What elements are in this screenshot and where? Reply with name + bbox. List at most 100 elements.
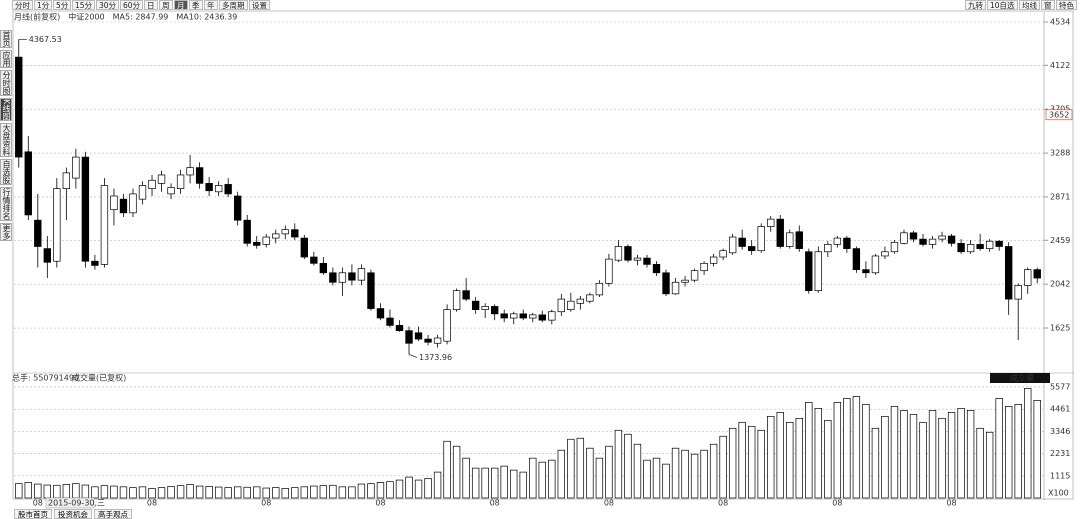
toolbar-tab[interactable]: 季 bbox=[189, 0, 203, 10]
candle-body bbox=[214, 185, 223, 193]
volume-bar bbox=[966, 410, 975, 499]
candle-body bbox=[662, 272, 670, 295]
toolbar-tab[interactable]: 60分 bbox=[120, 0, 144, 10]
candle-body bbox=[224, 184, 232, 195]
candle-body bbox=[985, 240, 994, 249]
sidebar-tab[interactable]: 首页 bbox=[0, 30, 12, 48]
y-tick-label: 2871 bbox=[1050, 192, 1070, 201]
bottom-tab[interactable]: 高手观点 bbox=[94, 509, 132, 519]
volume-bar bbox=[424, 478, 432, 499]
volume-bar bbox=[205, 486, 213, 499]
volume-menu-box[interactable] bbox=[990, 373, 1050, 383]
candle-body bbox=[510, 313, 518, 319]
volume-bar bbox=[214, 486, 223, 499]
candle-body bbox=[586, 294, 594, 302]
toolbar-tab[interactable]: 1分 bbox=[34, 0, 53, 10]
plot-frame bbox=[12, 10, 1074, 500]
toolbar-tab[interactable]: 分时 bbox=[12, 0, 33, 10]
candle-body bbox=[757, 226, 765, 252]
candle-body bbox=[462, 290, 470, 300]
volume-bar bbox=[110, 485, 118, 499]
toolbar-tab[interactable]: 月 bbox=[174, 0, 188, 10]
volume-bar bbox=[662, 463, 670, 499]
x-tick-label: 08 bbox=[33, 499, 43, 508]
sidebar-tab[interactable]: K线图 bbox=[0, 98, 12, 122]
candle-body bbox=[900, 232, 908, 244]
volume-bar bbox=[538, 461, 546, 499]
volume-bar bbox=[995, 398, 1003, 499]
volume-bar bbox=[843, 398, 851, 499]
volume-bar bbox=[43, 484, 51, 499]
candle-body bbox=[329, 272, 337, 283]
sidebar-tab[interactable]: 应用 bbox=[0, 50, 12, 68]
x-tick-label: 08 bbox=[147, 499, 157, 508]
sidebar-tab[interactable]: 行情排名 bbox=[0, 187, 12, 221]
volume-bar bbox=[890, 406, 899, 499]
volume-bar bbox=[1005, 406, 1013, 499]
sidebar-tab[interactable]: 大盘资料 bbox=[0, 123, 12, 157]
volume-bar bbox=[757, 429, 765, 499]
candle-body bbox=[538, 314, 546, 321]
sidebar-tab[interactable]: 自选股 bbox=[0, 159, 12, 185]
volume-bar bbox=[338, 486, 347, 499]
candle-body bbox=[728, 236, 737, 254]
volume-bar bbox=[348, 486, 356, 499]
volume-bar bbox=[129, 487, 137, 499]
sidebar-tab[interactable]: 分时图 bbox=[0, 70, 12, 96]
sidebar-tab[interactable]: 更多 bbox=[0, 223, 12, 241]
toolbar-tab[interactable]: 设置 bbox=[249, 0, 270, 10]
toolbar-tab[interactable]: 15分 bbox=[72, 0, 96, 10]
toolbar-right-tab[interactable]: 窗 bbox=[1041, 0, 1055, 10]
candle-body bbox=[947, 235, 956, 244]
toolbar-tab[interactable]: 年 bbox=[204, 0, 218, 10]
volume-bar bbox=[157, 487, 166, 499]
toolbar-right-tab[interactable]: 九转 bbox=[965, 0, 986, 10]
price-marker: 3652 bbox=[1049, 110, 1069, 119]
candle-body bbox=[976, 244, 984, 249]
volume-bar bbox=[405, 476, 413, 499]
candle-body bbox=[681, 279, 689, 283]
toolbar-right-tab[interactable]: 均线 bbox=[1019, 0, 1040, 10]
annotation: 1373.96 bbox=[419, 353, 452, 362]
toolbar-tab[interactable]: 周 bbox=[159, 0, 173, 10]
toolbar-right-tab[interactable]: 10自选 bbox=[987, 0, 1018, 10]
toolbar-tab[interactable]: 30分 bbox=[96, 0, 120, 10]
candle-body bbox=[557, 298, 565, 313]
candle-body bbox=[376, 308, 385, 319]
x-tick-label: 08 bbox=[261, 499, 271, 508]
toolbar-tab[interactable]: 多周期 bbox=[219, 0, 248, 10]
volume-bar bbox=[319, 485, 328, 499]
toolbar-tab[interactable]: 5分 bbox=[53, 0, 72, 10]
candle-body bbox=[1014, 285, 1022, 300]
candle-body bbox=[195, 167, 204, 184]
bottom-tab[interactable]: 投资机会 bbox=[54, 509, 92, 519]
volume-bar bbox=[614, 429, 623, 499]
volume-note: 成交量(已复权) bbox=[72, 373, 126, 383]
volume-bar bbox=[386, 481, 394, 499]
candle-body bbox=[567, 300, 575, 310]
volume-bar bbox=[529, 457, 537, 499]
candle-body bbox=[205, 183, 213, 192]
bottom-tab[interactable]: 股市首页 bbox=[14, 509, 52, 519]
volume-bar bbox=[510, 469, 518, 499]
volume-bar bbox=[805, 402, 813, 499]
volume-bar bbox=[976, 427, 984, 499]
candle-body bbox=[786, 232, 794, 247]
candle-body bbox=[300, 237, 308, 258]
candle-body bbox=[491, 306, 499, 315]
candle-body bbox=[452, 290, 461, 310]
volume-bar bbox=[471, 467, 480, 499]
candle-body bbox=[633, 257, 642, 261]
volume-bar bbox=[452, 445, 461, 499]
annotation-leader bbox=[408, 354, 418, 358]
volume-bar bbox=[310, 485, 318, 499]
candle-body bbox=[367, 272, 375, 309]
volume-bar bbox=[433, 471, 442, 499]
volume-bar bbox=[738, 421, 746, 499]
candle-body bbox=[805, 251, 813, 292]
candle-body bbox=[471, 300, 480, 310]
volume-bar bbox=[15, 483, 23, 499]
toolbar-tab[interactable]: 日 bbox=[144, 0, 158, 10]
toolbar-right-tab[interactable]: 特色 bbox=[1056, 0, 1077, 10]
